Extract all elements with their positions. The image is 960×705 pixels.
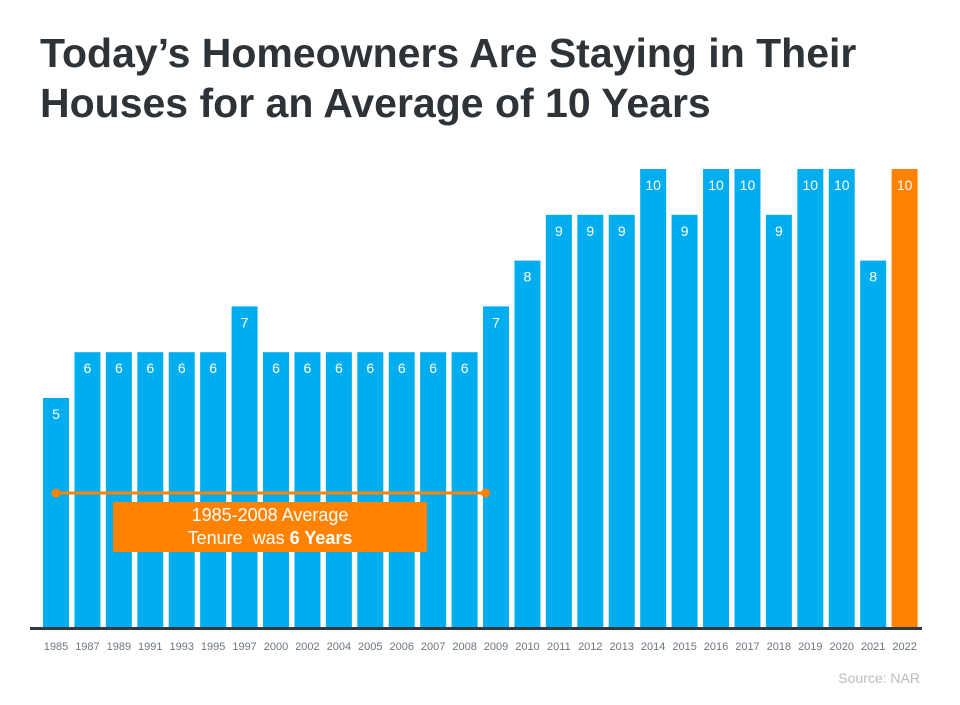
x-tick-label-1987: 1987: [75, 641, 99, 653]
bar-2000: [263, 352, 290, 627]
bar-2018: [765, 214, 792, 628]
x-tick-label-2016: 2016: [704, 641, 728, 653]
data-label-2022: 10: [897, 177, 913, 193]
bar-2008: [451, 352, 478, 627]
data-label-2000: 6: [272, 360, 280, 376]
x-tick-label-2004: 2004: [327, 641, 351, 653]
chart-title: Today’s Homeowners Are Staying in Their …: [40, 28, 856, 128]
data-label-2018: 9: [775, 223, 783, 239]
bar-2005: [357, 352, 384, 627]
x-tick-label-1985: 1985: [44, 641, 68, 653]
bar-2017: [734, 169, 761, 627]
x-tick-label-2005: 2005: [358, 641, 382, 653]
x-tick-label-1989: 1989: [107, 641, 131, 653]
bar-2002: [294, 352, 321, 627]
x-tick-label-1995: 1995: [201, 641, 225, 653]
bar-2016: [703, 169, 730, 627]
x-tick-label-2018: 2018: [767, 641, 791, 653]
bar-2010: [514, 260, 541, 627]
data-label-2019: 10: [803, 177, 819, 193]
bar-2019: [797, 169, 824, 627]
bar-2013: [608, 214, 635, 628]
data-label-2020: 10: [834, 177, 850, 193]
x-tick-label-1991: 1991: [138, 641, 162, 653]
bar-2009: [483, 306, 510, 627]
data-label-1997: 7: [241, 314, 249, 330]
data-label-2012: 9: [586, 223, 594, 239]
x-tick-label-2019: 2019: [798, 641, 822, 653]
bar-1987: [74, 352, 101, 627]
data-label-2021: 8: [869, 269, 877, 285]
bar-2012: [577, 214, 604, 628]
x-tick-label-2010: 2010: [515, 641, 539, 653]
bar-1985: [43, 398, 69, 627]
bar-1997: [231, 306, 258, 627]
data-label-2014: 10: [645, 177, 661, 193]
data-label-2002: 6: [304, 360, 312, 376]
data-label-1995: 6: [209, 360, 217, 376]
x-tick-label-2013: 2013: [609, 641, 633, 653]
data-label-2004: 6: [335, 360, 343, 376]
x-tick-label-2007: 2007: [421, 641, 445, 653]
annotation-line-1: 1985-2008 Average: [191, 505, 349, 525]
source-note: Source: NAR: [838, 670, 920, 686]
data-label-1985: 5: [52, 406, 60, 422]
data-label-2017: 10: [740, 177, 756, 193]
x-tick-label-2006: 2006: [389, 641, 413, 653]
x-tick-label-2011: 2011: [547, 641, 571, 653]
average-line-end-dot: [481, 488, 491, 498]
data-label-1989: 6: [115, 360, 123, 376]
x-tick-label-2002: 2002: [295, 641, 319, 653]
bar-2011: [545, 214, 572, 628]
bar-1995: [200, 352, 227, 627]
bar-2015: [671, 214, 698, 628]
bar-1989: [105, 352, 132, 627]
x-tick-label-1993: 1993: [169, 641, 193, 653]
average-annotation-box: 1985-2008 Average Tenure was 6 Years: [113, 502, 427, 552]
bar-2022: [891, 169, 918, 627]
data-label-2007: 6: [429, 360, 437, 376]
annotation-highlight: 6 Years: [289, 528, 353, 548]
data-label-1987: 6: [84, 360, 92, 376]
annotation-line-2: Tenure was: [187, 528, 290, 548]
bar-2014: [640, 169, 667, 627]
data-label-2011: 9: [555, 223, 563, 239]
x-tick-label-2014: 2014: [641, 641, 665, 653]
x-tick-label-2021: 2021: [861, 641, 885, 653]
average-line-start-dot: [51, 488, 61, 498]
bar-2020: [828, 169, 855, 627]
data-label-2010: 8: [524, 269, 532, 285]
data-label-2013: 9: [618, 223, 626, 239]
bar-2007: [420, 352, 447, 627]
x-tick-label-2012: 2012: [578, 641, 602, 653]
bar-1993: [168, 352, 195, 627]
bar-2006: [388, 352, 415, 627]
data-label-1991: 6: [146, 360, 154, 376]
data-label-1993: 6: [178, 360, 186, 376]
x-tick-label-2015: 2015: [672, 641, 696, 653]
bar-2004: [325, 352, 352, 627]
data-label-2006: 6: [398, 360, 406, 376]
bar-1991: [137, 352, 164, 627]
title-line-1: Today’s Homeowners Are Staying in Their: [40, 30, 857, 76]
data-label-2016: 10: [708, 177, 724, 193]
x-tick-label-2022: 2022: [892, 641, 916, 653]
x-tick-label-2009: 2009: [484, 641, 508, 653]
x-tick-label-2008: 2008: [452, 641, 476, 653]
data-label-2009: 7: [492, 314, 500, 330]
x-tick-label-2000: 2000: [264, 641, 288, 653]
data-label-2005: 6: [366, 360, 374, 376]
bar-2021: [860, 260, 887, 627]
x-tick-label-2020: 2020: [830, 641, 854, 653]
x-tick-label-2017: 2017: [735, 641, 759, 653]
title-line-2: Houses for an Average of 10 Years: [40, 80, 711, 126]
data-label-2015: 9: [681, 223, 689, 239]
x-tick-label-1997: 1997: [232, 641, 256, 653]
data-label-2008: 6: [461, 360, 469, 376]
